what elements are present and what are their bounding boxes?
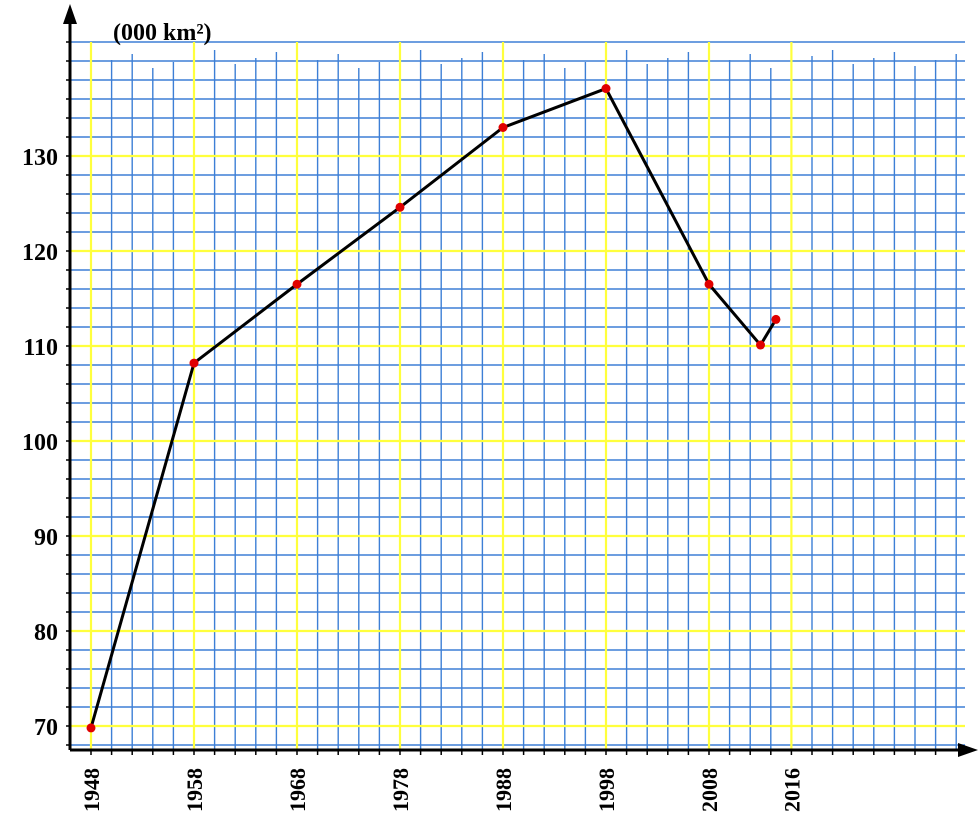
y-tick-label: 110 xyxy=(23,335,58,361)
x-tick-label: 1998 xyxy=(594,768,619,812)
x-tick-label: 2008 xyxy=(697,768,722,812)
data-point xyxy=(756,340,765,350)
data-point xyxy=(771,314,781,324)
series xyxy=(86,84,781,733)
y-axis-unit-label: (000 km²) xyxy=(113,20,212,46)
y-tick-label: 120 xyxy=(22,240,58,266)
tick-labels: 70 80 90 100 110 120 130 1948 1958 1968 1978 1988 19… xyxy=(22,145,804,812)
y-tick-label: 70 xyxy=(34,715,58,741)
data-point xyxy=(189,358,199,368)
x-tick-label: 1968 xyxy=(285,768,310,812)
y-axis-arrow xyxy=(63,4,77,24)
data-point xyxy=(395,202,405,212)
x-axis-arrow xyxy=(958,743,978,757)
y-tick-label: 90 xyxy=(34,525,58,551)
minor-grid xyxy=(70,41,965,750)
y-tick-label: 130 xyxy=(22,145,58,171)
x-tick-label: 1988 xyxy=(491,768,516,812)
data-point xyxy=(292,279,302,289)
data-point xyxy=(704,279,714,289)
data-point xyxy=(498,123,508,132)
data-point xyxy=(601,84,611,94)
axes xyxy=(63,4,978,757)
x-tick-label: 1978 xyxy=(388,768,413,812)
major-grid xyxy=(70,42,965,750)
x-tick-label: 1958 xyxy=(182,768,207,812)
x-tick-label: 1948 xyxy=(79,768,104,812)
data-point xyxy=(86,723,96,733)
y-tick-label: 100 xyxy=(22,430,58,456)
x-tick-label: 2016 xyxy=(779,768,804,812)
y-tick-label: 80 xyxy=(34,620,58,646)
